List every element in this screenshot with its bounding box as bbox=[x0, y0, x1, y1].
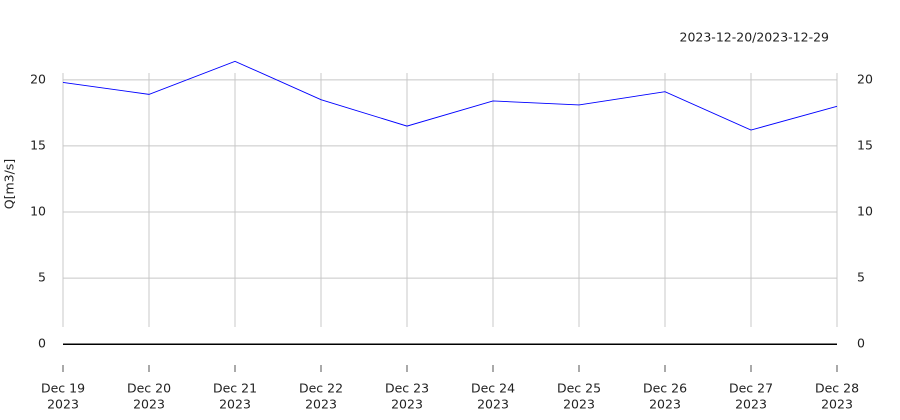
x-tick-sublabel: 2023 bbox=[649, 397, 681, 412]
x-tick-label: Dec 25 bbox=[557, 381, 601, 396]
y-tick-label-right: 15 bbox=[857, 137, 873, 152]
y-tick-label-right: 0 bbox=[857, 336, 865, 351]
x-tick-sublabel: 2023 bbox=[735, 397, 767, 412]
y-tick-label: 20 bbox=[30, 71, 46, 86]
x-tick-label: Dec 20 bbox=[127, 381, 171, 396]
y-tick-label-right: 20 bbox=[857, 71, 873, 86]
x-tick-label: Dec 28 bbox=[815, 381, 859, 396]
y-tick-label: 5 bbox=[38, 270, 46, 285]
x-tick-label: Dec 21 bbox=[213, 381, 257, 396]
y-tick-label-right: 10 bbox=[857, 204, 873, 219]
x-tick-sublabel: 2023 bbox=[47, 397, 79, 412]
x-tick-label: Dec 22 bbox=[299, 381, 343, 396]
x-tick-sublabel: 2023 bbox=[563, 397, 595, 412]
x-tick-sublabel: 2023 bbox=[133, 397, 165, 412]
x-tick-label: Dec 24 bbox=[471, 381, 515, 396]
x-tick-label: Dec 19 bbox=[41, 381, 85, 396]
data-line bbox=[62, 60, 838, 131]
y-tick-label: 10 bbox=[30, 204, 46, 219]
y-tick-label: 15 bbox=[30, 137, 46, 152]
x-tick-sublabel: 2023 bbox=[219, 397, 251, 412]
x-tick-sublabel: 2023 bbox=[821, 397, 853, 412]
x-tick-sublabel: 2023 bbox=[477, 397, 509, 412]
x-tick-label: Dec 26 bbox=[643, 381, 687, 396]
y-axis-label: Q[m3/s] bbox=[2, 159, 17, 209]
x-tick-label: Dec 27 bbox=[729, 381, 773, 396]
x-tick-label: Dec 23 bbox=[385, 381, 429, 396]
x-tick-sublabel: 2023 bbox=[305, 397, 337, 412]
y-tick-label: 0 bbox=[38, 336, 46, 351]
y-tick-label-right: 5 bbox=[857, 270, 865, 285]
x-tick-sublabel: 2023 bbox=[391, 397, 423, 412]
annotation: 2023-12-20/2023-12-29 bbox=[680, 30, 830, 45]
